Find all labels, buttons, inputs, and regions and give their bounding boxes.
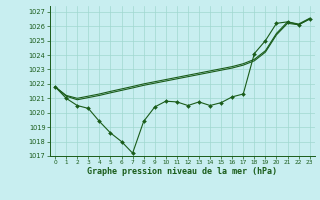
X-axis label: Graphe pression niveau de la mer (hPa): Graphe pression niveau de la mer (hPa) <box>87 167 277 176</box>
